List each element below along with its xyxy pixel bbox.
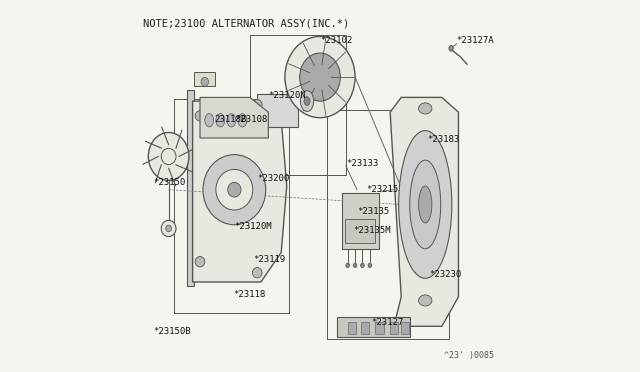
Text: *23120M: *23120M xyxy=(234,222,272,231)
FancyBboxPatch shape xyxy=(195,71,215,86)
FancyBboxPatch shape xyxy=(337,317,410,337)
Ellipse shape xyxy=(216,113,225,127)
Ellipse shape xyxy=(419,186,432,223)
Polygon shape xyxy=(193,101,287,282)
Text: *23150: *23150 xyxy=(153,178,186,187)
Ellipse shape xyxy=(252,267,262,278)
Ellipse shape xyxy=(203,155,266,225)
FancyBboxPatch shape xyxy=(360,321,369,334)
Text: *23135: *23135 xyxy=(357,207,389,217)
Ellipse shape xyxy=(228,182,241,197)
Text: *23133: *23133 xyxy=(346,159,378,169)
Text: *23102: *23102 xyxy=(320,36,352,45)
Text: *23118: *23118 xyxy=(233,291,266,299)
Text: *23200: *23200 xyxy=(257,174,289,183)
Ellipse shape xyxy=(148,132,189,180)
Ellipse shape xyxy=(360,263,364,267)
Ellipse shape xyxy=(449,45,453,51)
Ellipse shape xyxy=(227,113,236,127)
Ellipse shape xyxy=(238,113,247,127)
Text: 23118B: 23118B xyxy=(215,115,247,124)
FancyBboxPatch shape xyxy=(401,321,410,334)
Ellipse shape xyxy=(410,160,441,249)
Text: *23127A: *23127A xyxy=(456,36,494,45)
Ellipse shape xyxy=(300,53,340,101)
Ellipse shape xyxy=(300,91,314,112)
FancyBboxPatch shape xyxy=(257,94,298,127)
Text: *23215: *23215 xyxy=(366,185,399,194)
Ellipse shape xyxy=(161,220,176,237)
Text: *23108: *23108 xyxy=(235,115,268,124)
Text: ^23' )0085: ^23' )0085 xyxy=(444,350,493,359)
FancyBboxPatch shape xyxy=(390,321,398,334)
Polygon shape xyxy=(390,97,458,326)
Ellipse shape xyxy=(419,103,432,114)
Text: *23150B: *23150B xyxy=(153,327,191,336)
Ellipse shape xyxy=(161,148,176,164)
Ellipse shape xyxy=(285,36,355,118)
Ellipse shape xyxy=(399,131,452,278)
FancyBboxPatch shape xyxy=(376,321,383,334)
Ellipse shape xyxy=(201,77,209,86)
Text: *23183: *23183 xyxy=(427,135,460,144)
Ellipse shape xyxy=(419,295,432,306)
Ellipse shape xyxy=(368,263,372,267)
Text: NOTE;23100 ALTERNATOR ASSY(INC.*): NOTE;23100 ALTERNATOR ASSY(INC.*) xyxy=(143,18,349,28)
Text: *23120N: *23120N xyxy=(268,91,306,100)
Ellipse shape xyxy=(216,169,253,210)
Ellipse shape xyxy=(346,263,349,267)
Ellipse shape xyxy=(205,113,214,127)
Text: *23127: *23127 xyxy=(372,318,404,327)
Ellipse shape xyxy=(304,97,310,106)
Text: *23135M: *23135M xyxy=(353,226,391,235)
Ellipse shape xyxy=(353,263,357,267)
Text: *23230: *23230 xyxy=(429,270,461,279)
Ellipse shape xyxy=(166,225,172,232)
Text: *23119: *23119 xyxy=(253,255,286,264)
Ellipse shape xyxy=(195,111,205,121)
Polygon shape xyxy=(200,97,268,138)
Polygon shape xyxy=(187,90,195,286)
FancyBboxPatch shape xyxy=(342,193,379,249)
FancyBboxPatch shape xyxy=(345,219,374,243)
Ellipse shape xyxy=(252,100,262,110)
FancyBboxPatch shape xyxy=(348,321,356,334)
Ellipse shape xyxy=(195,257,205,267)
